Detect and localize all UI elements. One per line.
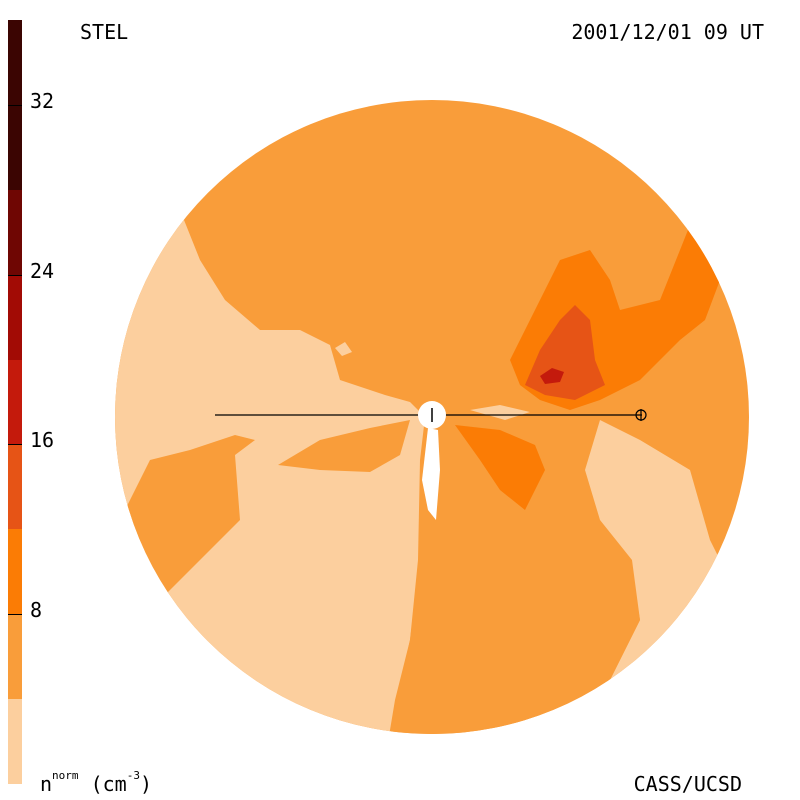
colorbar-tick-label: 32 xyxy=(30,88,55,113)
credit-label: CASS/UCSD xyxy=(633,772,742,796)
quantity-units-exponent: -3 xyxy=(126,769,140,783)
colorbar xyxy=(8,20,22,784)
density-low-region-west xyxy=(115,100,425,734)
sun-streak xyxy=(422,428,440,520)
colorbar-tick-label: 24 xyxy=(30,258,55,283)
colorbar-tick-mark xyxy=(8,444,22,446)
density-west-tongue xyxy=(278,420,410,472)
colorbar-segment xyxy=(8,444,22,530)
quantity-units: (cm xyxy=(90,772,127,796)
instrument-label: STEL xyxy=(80,20,129,44)
colorbar-segment xyxy=(8,699,22,784)
colorbar-segment xyxy=(8,529,22,615)
density-mid-region-south xyxy=(455,425,545,510)
density-mid-lower xyxy=(385,420,640,734)
colorbar-segment xyxy=(8,359,22,445)
quantity-superscript: norm xyxy=(52,769,79,783)
quantity-label: nnorm (cm-3) xyxy=(40,769,153,796)
quantity-units-close: ) xyxy=(139,772,153,796)
colorbar-tick-label: 8 xyxy=(30,598,43,623)
colorbar-segment xyxy=(8,189,22,275)
colorbar-segment xyxy=(8,614,22,700)
density-west-patch xyxy=(120,435,255,600)
colorbar-tick-label: 16 xyxy=(30,428,55,453)
colorbar-tick-mark xyxy=(8,104,22,106)
density-peak-region xyxy=(540,368,564,384)
colorbar-tick-mark xyxy=(8,274,22,276)
colorbar-segment xyxy=(8,274,22,360)
colorbar-tick-mark xyxy=(8,614,22,616)
quantity-base: n xyxy=(40,772,53,796)
density-low-notch xyxy=(470,405,530,420)
density-low-blob xyxy=(335,342,352,356)
timestamp-label: 2001/12/01 09 UT xyxy=(571,20,764,44)
